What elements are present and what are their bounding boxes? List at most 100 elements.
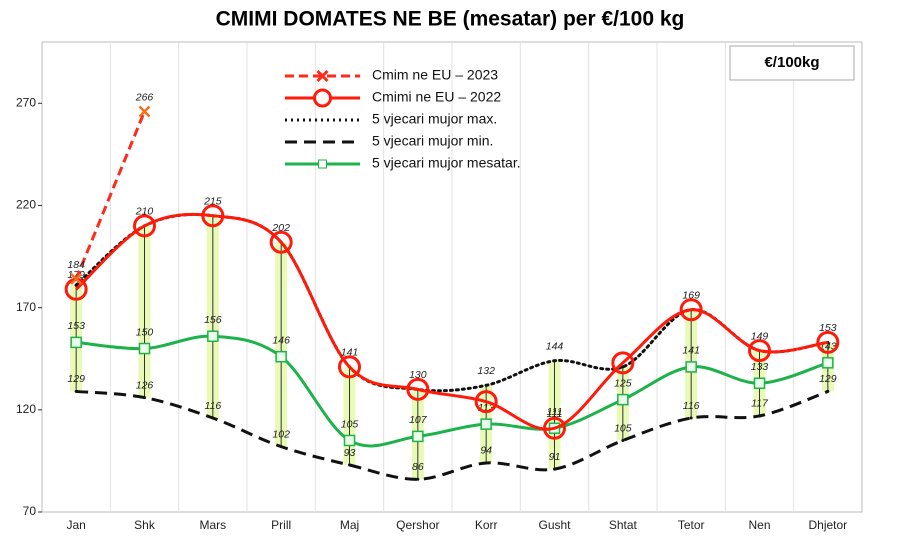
point: [611, 351, 635, 375]
data-label: 184: [67, 259, 85, 271]
point: [753, 377, 766, 390]
data-label: 130: [409, 369, 427, 381]
data-label: 105: [614, 422, 632, 434]
point: [543, 416, 566, 440]
y-tick-label: 120: [16, 402, 36, 416]
legend-marker: [316, 69, 329, 83]
data-label: 86: [412, 461, 424, 473]
data-label: 210: [135, 206, 154, 218]
data-label: 146: [272, 334, 290, 346]
point: [553, 467, 556, 471]
legend-label: 5 vjecari mujor max.: [372, 111, 497, 127]
point: [412, 430, 424, 443]
data-label: 202: [271, 222, 290, 234]
unit-label: €/100kg: [764, 54, 819, 71]
data-label: 141: [341, 347, 359, 359]
point: [143, 396, 146, 400]
y-tick-label: 270: [16, 95, 36, 109]
data-label: 93: [344, 447, 356, 459]
data-label: 156: [204, 314, 222, 326]
unit-box: [729, 45, 855, 81]
point: [685, 361, 697, 373]
x-tick-label: Korr: [475, 518, 498, 532]
point: [279, 445, 283, 449]
point: [343, 434, 356, 447]
point: [621, 438, 625, 442]
point: [826, 389, 830, 393]
data-label: 153: [67, 320, 85, 332]
point: [484, 383, 488, 387]
data-label: 132: [477, 365, 495, 377]
point: [406, 377, 430, 401]
legend-label: 5 vjecari mujor mesatar.: [372, 155, 521, 171]
series-line: [76, 389, 829, 481]
y-tick-label: 170: [16, 300, 36, 314]
data-label: 153: [819, 322, 837, 334]
point: [338, 355, 361, 379]
data-label: 144: [546, 341, 564, 353]
data-label: 116: [204, 400, 221, 412]
point: [822, 357, 834, 369]
point: [480, 418, 492, 430]
data-label: 102: [272, 428, 290, 440]
data-label: 149: [751, 330, 769, 342]
legend: Cmim ne EU – 2023 Cmimi ne EU – 2022 5 vje…: [285, 67, 521, 171]
point: [416, 477, 420, 481]
y-tick-label: 220: [16, 198, 36, 212]
point: [74, 389, 78, 393]
x-tick-label: Shk: [134, 518, 156, 532]
chart-title: CMIMI DOMATES NE BE (mesatar) per €/100 …: [216, 8, 685, 31]
point: [816, 330, 840, 354]
x-tick-label: Qershor: [396, 518, 439, 532]
legend-label: 5 vjecari mujor min.: [372, 133, 493, 149]
data-label: 150: [136, 326, 154, 338]
data-label: 133: [751, 361, 769, 373]
y-tick-label: 70: [23, 504, 37, 518]
point: [269, 230, 293, 254]
series-line: [75, 212, 829, 431]
x-tick-label: Prill: [271, 518, 291, 532]
point: [689, 416, 693, 420]
point: [275, 350, 287, 363]
x-tick-label: Maj: [340, 518, 359, 532]
x-tick-label: Mars: [199, 518, 226, 532]
point: [348, 463, 351, 467]
data-label: 94: [480, 445, 492, 457]
data-label: 105: [341, 418, 359, 430]
point: [484, 461, 488, 465]
point: [748, 339, 771, 363]
data-label: 141: [682, 345, 700, 357]
point: [474, 390, 498, 414]
point: [70, 273, 83, 285]
point: [211, 416, 215, 420]
x-tick-label: Dhjetor: [808, 518, 847, 532]
x-tick-label: Tetor: [678, 518, 705, 532]
point: [133, 214, 156, 238]
data-label: 125: [614, 377, 632, 389]
data-label: 129: [67, 373, 85, 385]
point: [74, 283, 78, 287]
data-label: 266: [135, 91, 154, 103]
data-label: 129: [819, 373, 837, 385]
data-label: 126: [136, 379, 154, 391]
point: [679, 298, 703, 322]
point: [207, 330, 219, 343]
data-label: 169: [682, 289, 700, 301]
x-tick-label: Jan: [66, 518, 85, 532]
point: [138, 342, 151, 355]
data-label: 91: [549, 451, 561, 463]
data-label: 111: [547, 408, 563, 420]
point: [758, 414, 761, 418]
legend-marker: [318, 159, 327, 169]
data-label: 116: [683, 400, 700, 412]
legend-marker: [313, 88, 332, 108]
x-tick-label: Shtat: [609, 518, 638, 532]
data-label: 107: [409, 414, 428, 426]
point: [201, 204, 225, 228]
legend-label: Cmim ne EU – 2023: [372, 67, 498, 83]
point: [70, 336, 82, 349]
data-label: 111: [547, 406, 563, 418]
point: [553, 359, 556, 363]
